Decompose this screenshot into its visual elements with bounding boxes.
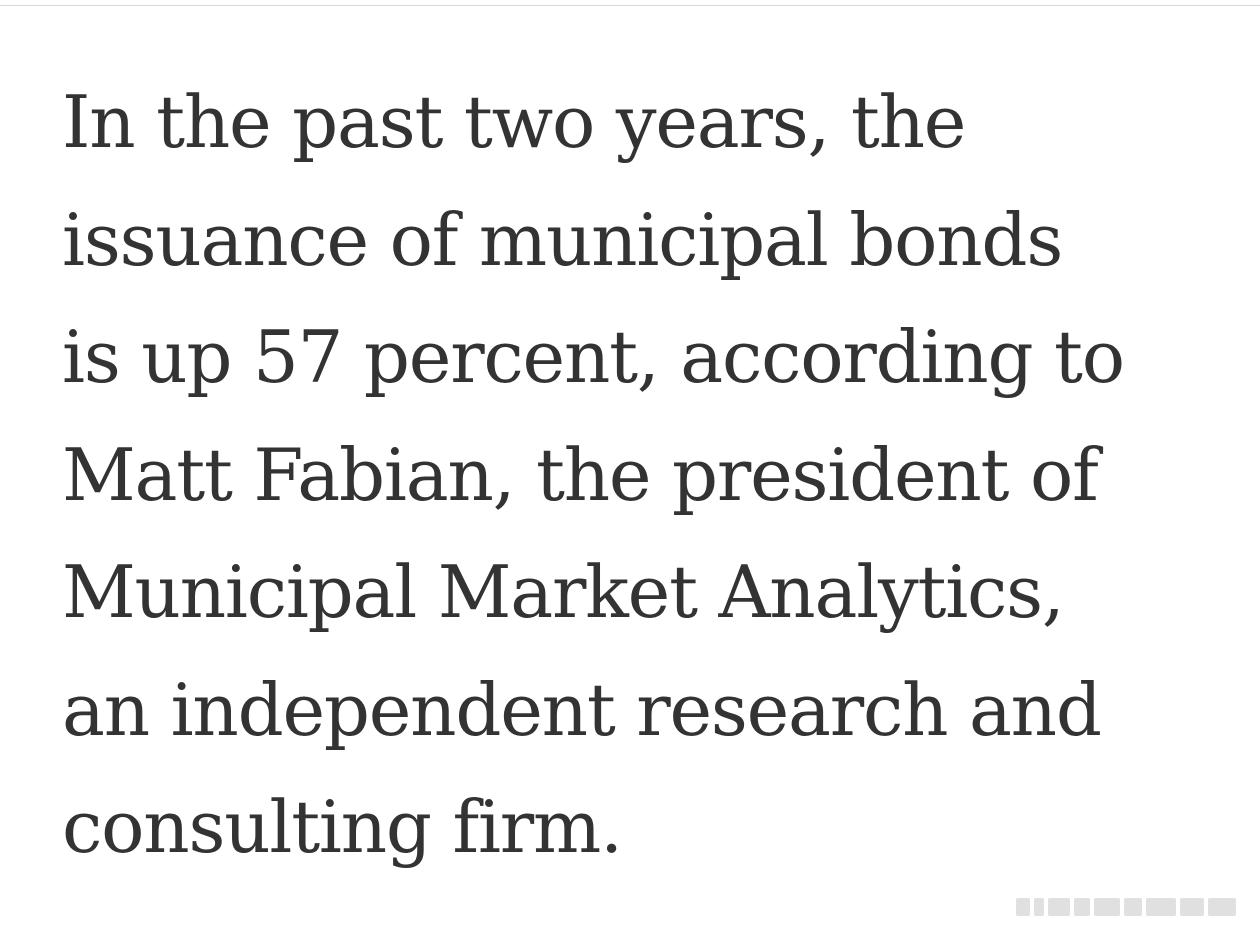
watermark-glyph: [1034, 898, 1044, 916]
paragraph-line-5: Municipal Market Analytics,: [62, 550, 1065, 634]
watermark-glyph: [1048, 898, 1070, 916]
watermark-logo: [1016, 896, 1244, 918]
watermark-glyph: [1074, 898, 1090, 916]
paragraph-line-6: an independent research and: [62, 667, 1102, 752]
watermark-glyph: [1016, 898, 1030, 916]
paragraph-line-7: consulting firm.: [62, 785, 623, 869]
paragraph-line-2: issuance of municipal bonds: [62, 197, 1063, 282]
watermark-glyph: [1208, 898, 1236, 916]
watermark-glyph: [1124, 898, 1142, 916]
paragraph-line-4: Matt Fabian, the president of: [62, 432, 1099, 517]
watermark-glyph: [1094, 898, 1120, 916]
watermark-glyph: [1180, 898, 1204, 916]
paragraph-line-1: In the past two years, the: [62, 80, 966, 164]
article-paragraph: In the past two years, the issuance of m…: [62, 64, 1242, 887]
top-divider: [0, 5, 1260, 6]
paragraph-line-3: is up 57 percent, according to: [62, 315, 1125, 399]
watermark-glyph: [1146, 898, 1176, 916]
